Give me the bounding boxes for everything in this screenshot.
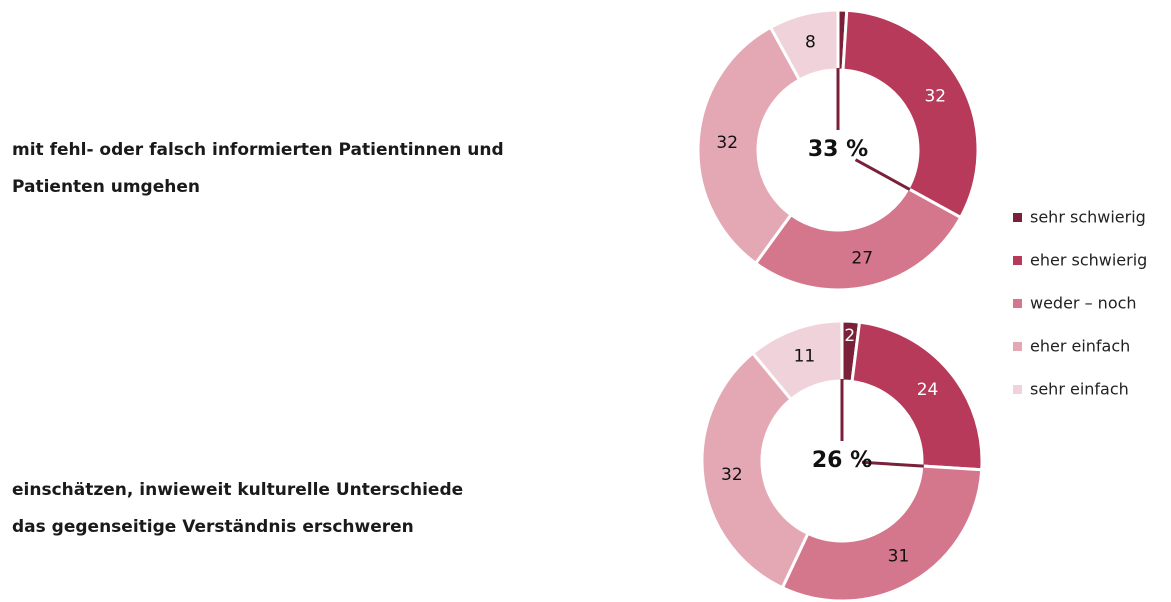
legend-label: sehr einfach bbox=[1030, 380, 1129, 399]
donut-segment bbox=[850, 320, 984, 472]
donut-segment bbox=[700, 351, 810, 590]
donut-segment bbox=[768, 8, 840, 82]
donut-segment bbox=[780, 464, 984, 602]
pointer-line bbox=[854, 158, 911, 191]
legend-swatch bbox=[1013, 385, 1022, 394]
legend-swatch bbox=[1013, 213, 1022, 222]
legend-label: eher einfach bbox=[1030, 337, 1130, 356]
data-label: 32 bbox=[924, 87, 946, 107]
chart-title: das gegenseitige Verständnis erschweren bbox=[12, 517, 414, 537]
data-label: 8 bbox=[805, 32, 816, 52]
center-label: 33 % bbox=[808, 137, 868, 162]
chart-title: mit fehl- oder falsch informierten Patie… bbox=[12, 140, 504, 160]
legend-label: eher schwierig bbox=[1030, 251, 1147, 270]
legend-swatch bbox=[1013, 299, 1022, 308]
legend-label: sehr schwierig bbox=[1030, 208, 1146, 227]
chart-title: Patienten umgehen bbox=[12, 177, 200, 197]
data-label: 24 bbox=[917, 380, 939, 400]
donut-segment bbox=[753, 186, 963, 292]
data-label: 27 bbox=[851, 248, 873, 268]
center-label: 26 % bbox=[812, 448, 872, 473]
data-label: 2 bbox=[844, 326, 855, 346]
data-label: 11 bbox=[794, 347, 816, 367]
donut-segment bbox=[841, 8, 980, 220]
donut-segment bbox=[696, 25, 802, 266]
data-label: 32 bbox=[721, 465, 743, 485]
data-label: 31 bbox=[888, 547, 910, 567]
legend-swatch bbox=[1013, 342, 1022, 351]
data-label: 32 bbox=[716, 133, 738, 153]
legend-swatch bbox=[1013, 256, 1022, 265]
donut-segment bbox=[750, 319, 844, 402]
pointer-line bbox=[861, 460, 924, 468]
legend-label: weder – noch bbox=[1030, 294, 1137, 313]
chart-title: einschätzen, inwieweit kulturelle Unters… bbox=[12, 480, 463, 500]
